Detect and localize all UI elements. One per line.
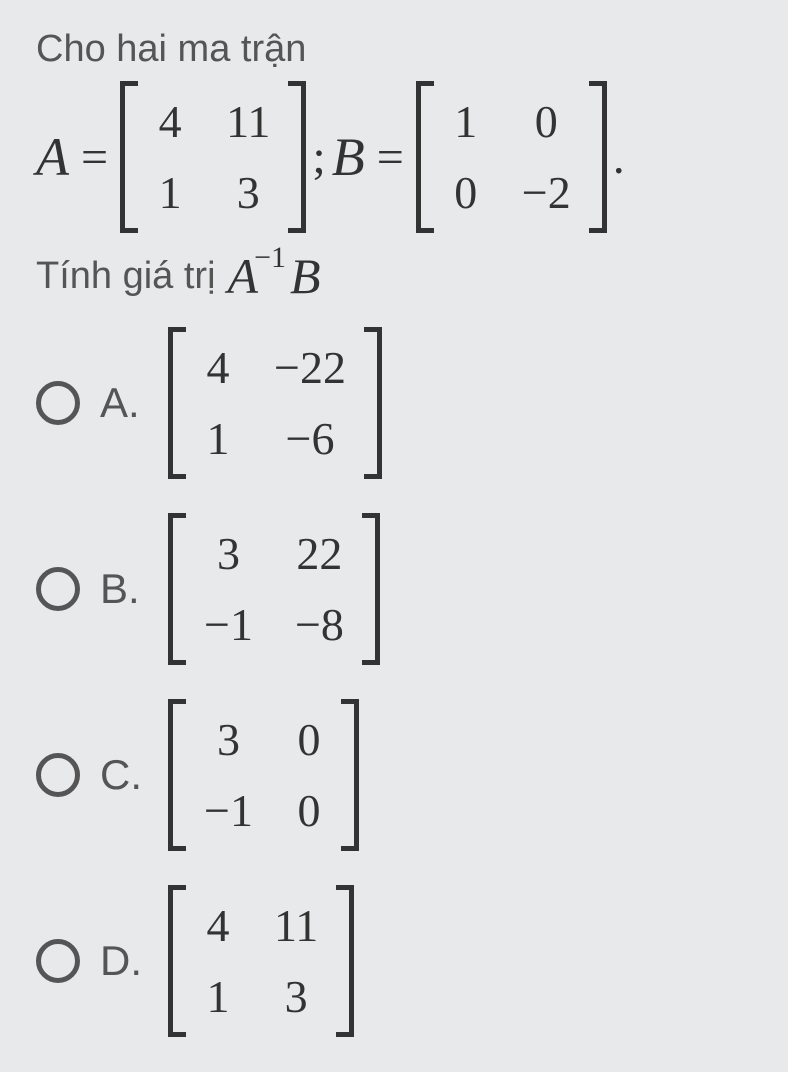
equals-2: = <box>365 130 416 185</box>
option-label-A: A. <box>100 379 148 427</box>
radio-icon[interactable] <box>36 381 80 425</box>
option-label-C: C. <box>100 751 148 799</box>
B-r2c1: 0 <box>452 166 480 219</box>
var-B: B <box>332 126 365 188</box>
option-C[interactable]: C. 3 0 −1 0 <box>36 699 752 851</box>
B-r1c2: 0 <box>522 95 571 148</box>
option-C-matrix: 3 0 −1 0 <box>168 699 359 851</box>
matrix-definitions: A = 4 11 1 3 ; B = 1 0 0 −2 . <box>36 81 752 233</box>
radio-icon[interactable] <box>36 939 80 983</box>
radio-icon[interactable] <box>36 753 80 797</box>
option-B-matrix: 3 22 −1 −8 <box>168 513 380 665</box>
question-prompt: Tính giá trị A −1 B <box>36 247 752 305</box>
option-A-matrix: 4 −22 1 −6 <box>168 327 382 479</box>
option-D-matrix: 4 11 1 3 <box>168 885 354 1037</box>
question-intro: Cho hai ma trận <box>36 28 752 71</box>
A-r1c2: 11 <box>226 95 270 148</box>
radio-icon[interactable] <box>36 567 80 611</box>
expr-inv: −1 <box>254 241 286 275</box>
equals-1: = <box>69 130 120 185</box>
expr-B: B <box>290 247 321 305</box>
matrix-A: 4 11 1 3 <box>120 81 306 233</box>
matrix-B: 1 0 0 −2 <box>416 81 607 233</box>
option-label-D: D. <box>100 937 148 985</box>
A-r2c2: 3 <box>226 166 270 219</box>
option-A[interactable]: A. 4 −22 1 −6 <box>36 327 752 479</box>
A-r2c1: 1 <box>156 166 184 219</box>
options-list: A. 4 −22 1 −6 B. 3 22 −1 −8 <box>36 327 752 1037</box>
B-r1c1: 1 <box>452 95 480 148</box>
option-D[interactable]: D. 4 11 1 3 <box>36 885 752 1037</box>
semicolon: ; <box>306 130 331 185</box>
period: . <box>607 130 625 185</box>
option-label-B: B. <box>100 565 148 613</box>
A-r1c1: 4 <box>156 95 184 148</box>
B-r2c2: −2 <box>522 166 571 219</box>
option-B[interactable]: B. 3 22 −1 −8 <box>36 513 752 665</box>
var-A: A <box>36 126 69 188</box>
calc-prefix: Tính giá trị <box>36 255 216 298</box>
